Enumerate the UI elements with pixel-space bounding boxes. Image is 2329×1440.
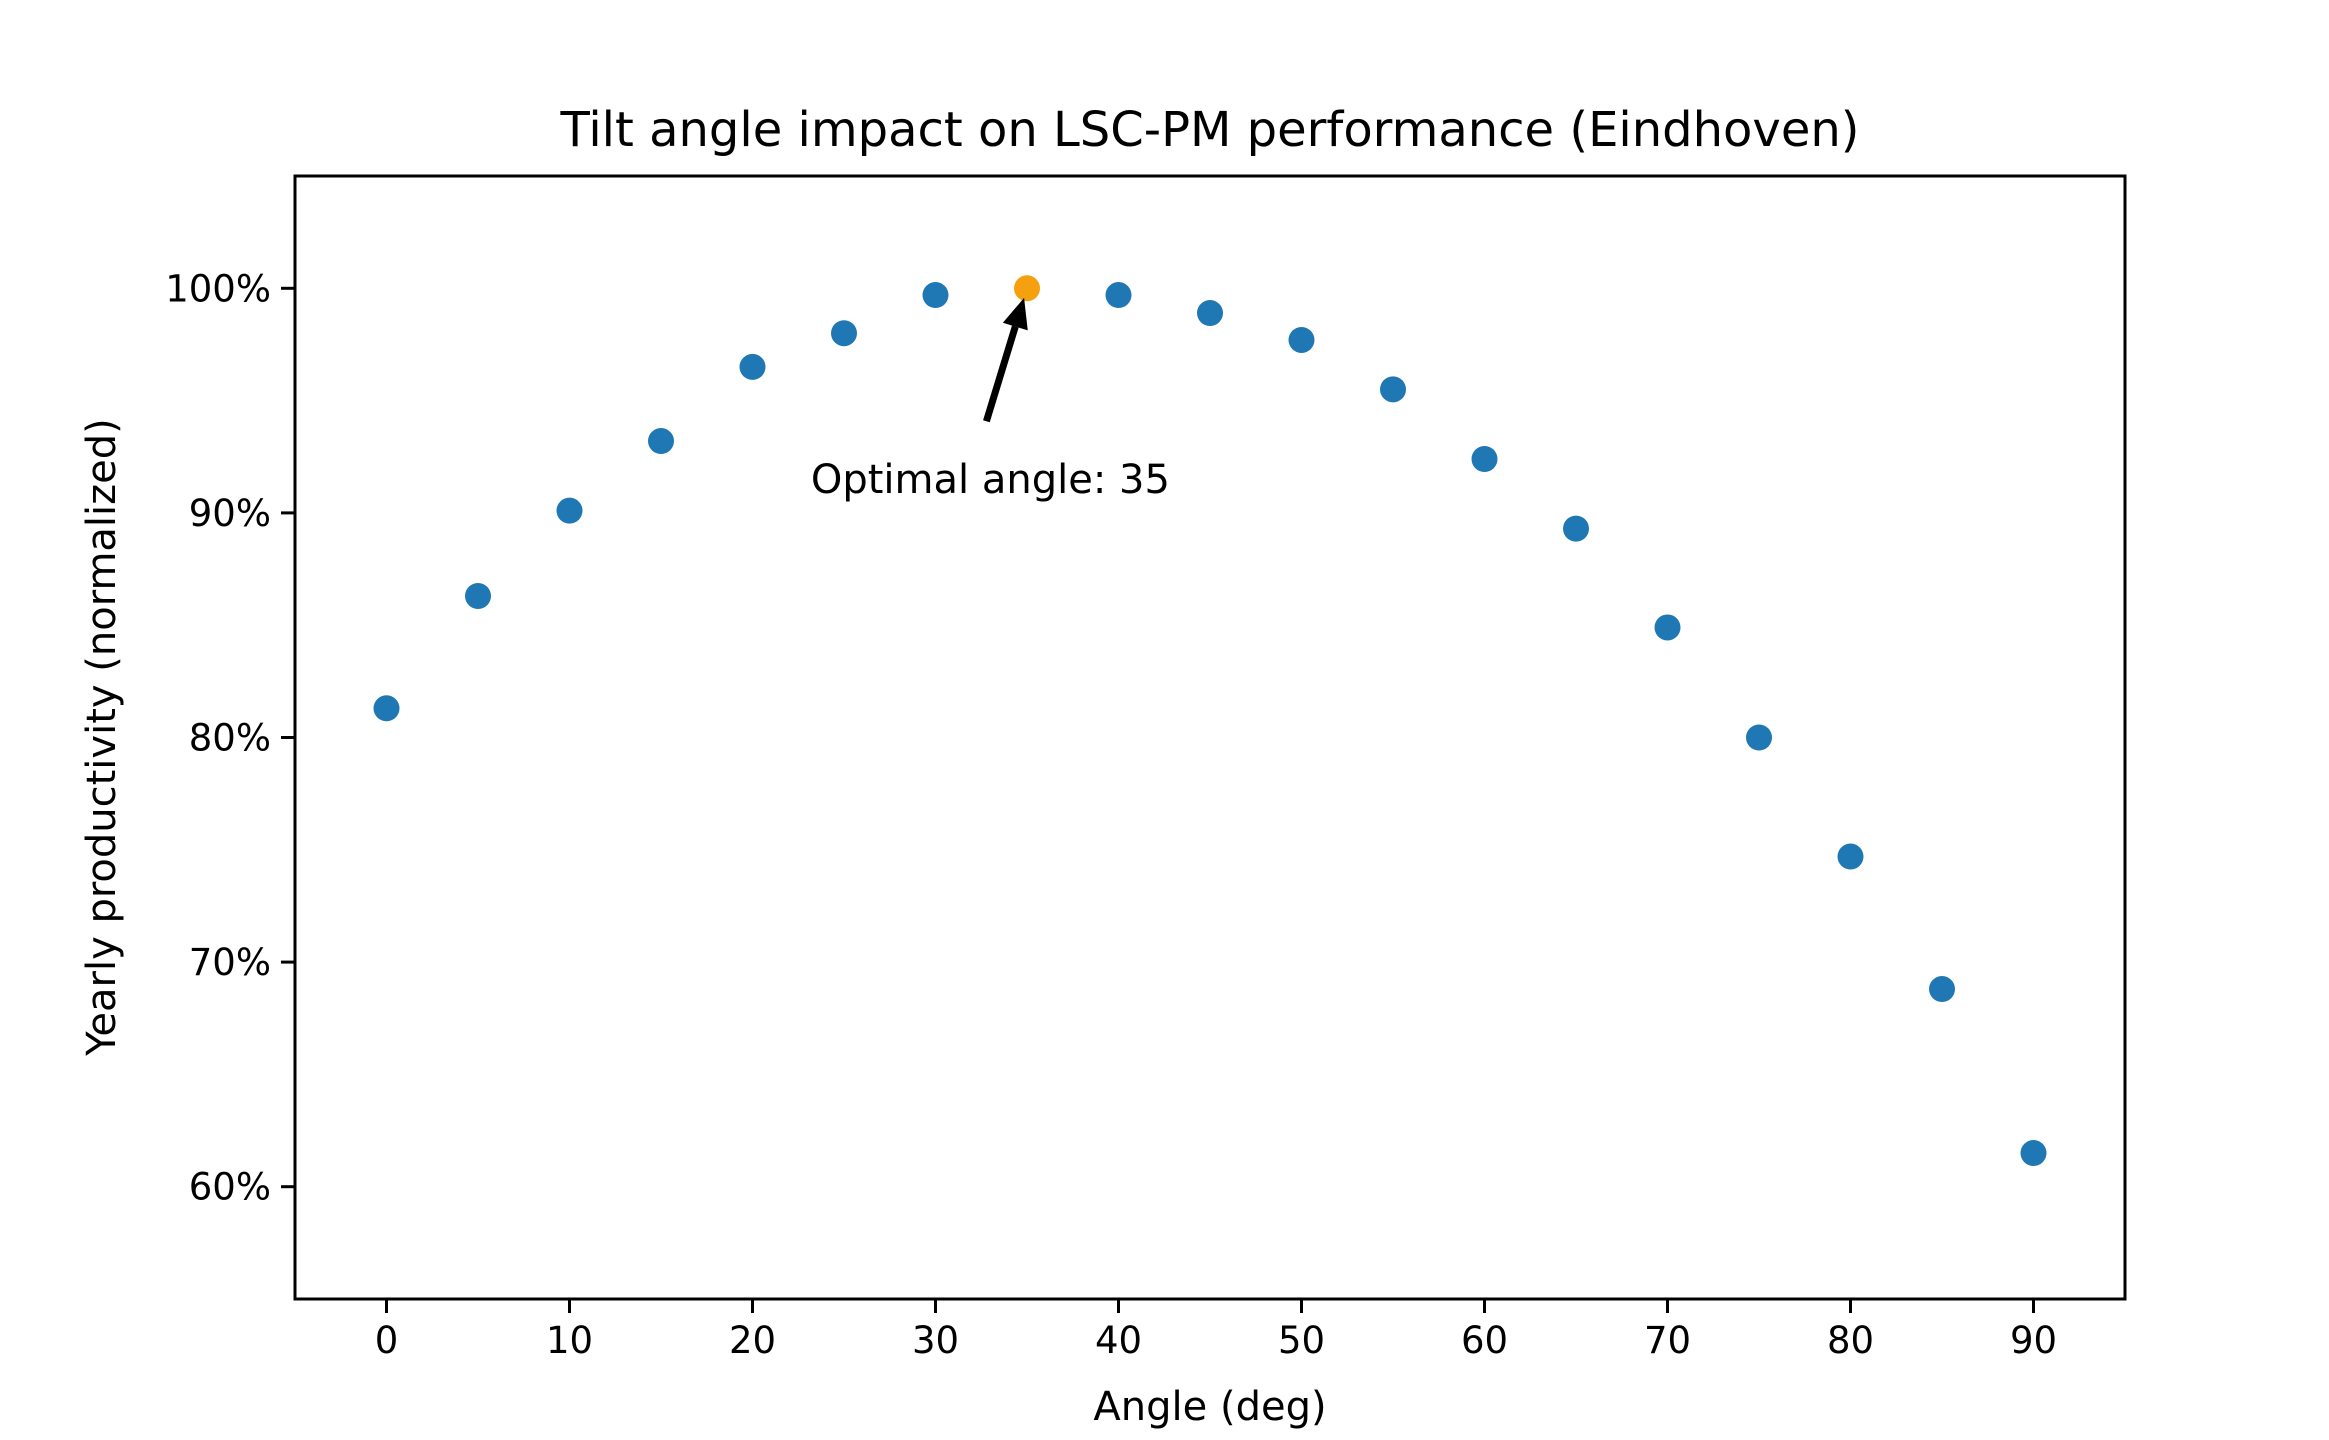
annotation-arrow-shaft [983,325,1019,423]
data-point [1563,515,1589,542]
x-tick-label: 0 [375,1319,399,1362]
data-point [1929,976,1955,1003]
x-tick-label: 90 [2010,1319,2057,1362]
annotation-text: Optimal angle: 35 [811,457,1170,503]
data-point [1746,724,1772,751]
x-tick-label: 80 [1827,1319,1874,1362]
data-point [648,428,674,455]
data-point [831,320,857,347]
data-point [1654,614,1681,641]
annotation-arrow-head [1002,297,1028,331]
y-tick-label: 60% [189,1166,271,1209]
annotation-group: Optimal angle: 35 [811,297,1170,503]
x-tick-label: 70 [1644,1319,1691,1362]
y-axis-ticks: 60% 70% 80% 90% 100% [165,267,295,1209]
x-tick-label: 60 [1461,1319,1508,1362]
x-tick-label: 40 [1095,1319,1142,1362]
y-tick-label: 80% [189,717,271,760]
x-tick-label: 30 [912,1319,959,1362]
y-tick-label: 70% [189,941,271,984]
y-tick-label: 90% [189,492,271,535]
data-point [1288,326,1315,353]
optimal-point [1014,275,1040,302]
x-tick-label: 50 [1278,1319,1325,1362]
data-point [1837,843,1864,870]
x-tick-label: 10 [546,1319,593,1362]
x-tick-label: 20 [729,1319,776,1362]
data-point [465,583,491,610]
data-point [1197,300,1223,327]
x-axis-ticks: 0 10 20 30 40 50 60 70 80 90 [375,1299,2057,1362]
data-point [922,282,949,309]
data-point [556,497,583,524]
x-axis-label: Angle (deg) [1093,1384,1326,1430]
data-points [373,275,2047,1167]
axes-frame [293,174,2127,1301]
data-point [1105,282,1132,309]
data-point [373,695,400,722]
y-axis-label: Yearly productivity (normalized) [79,418,125,1056]
y-tick-label: 100% [165,267,271,310]
data-point [1380,376,1406,403]
chart-title: Tilt angle impact on LSC-PM performance … [560,102,1860,158]
data-point [739,353,766,380]
data-point [1471,445,1498,472]
data-point [2020,1140,2047,1167]
